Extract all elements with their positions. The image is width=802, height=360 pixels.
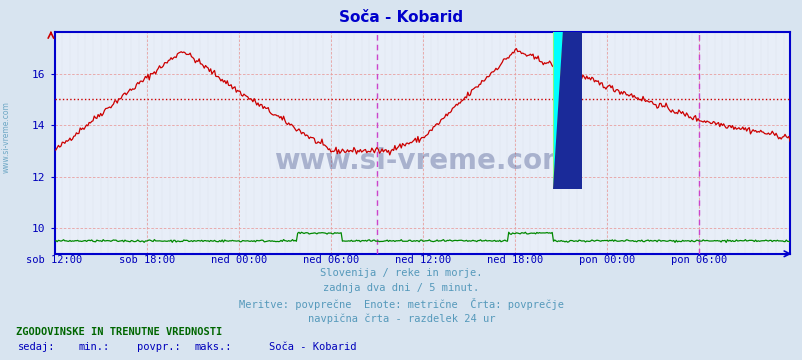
Text: www.si-vreme.com: www.si-vreme.com (2, 101, 11, 173)
Text: pon 00:00: pon 00:00 (578, 255, 634, 265)
Text: Slovenija / reke in morje.: Slovenija / reke in morje. (320, 268, 482, 278)
Text: Soča - Kobarid: Soča - Kobarid (339, 10, 463, 25)
Polygon shape (553, 0, 581, 189)
Text: min.:: min.: (79, 342, 110, 352)
Text: povpr.:: povpr.: (136, 342, 180, 352)
Polygon shape (553, 0, 581, 189)
Text: ned 06:00: ned 06:00 (302, 255, 358, 265)
Text: sob 18:00: sob 18:00 (119, 255, 175, 265)
Text: Soča - Kobarid: Soča - Kobarid (269, 342, 356, 352)
Text: Meritve: povprečne  Enote: metrične  Črta: povprečje: Meritve: povprečne Enote: metrične Črta:… (239, 298, 563, 310)
Text: ZGODOVINSKE IN TRENUTNE VREDNOSTI: ZGODOVINSKE IN TRENUTNE VREDNOSTI (16, 327, 222, 337)
Text: ned 18:00: ned 18:00 (486, 255, 543, 265)
Bar (553, 0, 581, 189)
Text: pon 06:00: pon 06:00 (670, 255, 727, 265)
Text: zadnja dva dni / 5 minut.: zadnja dva dni / 5 minut. (323, 283, 479, 293)
Text: navpična črta - razdelek 24 ur: navpična črta - razdelek 24 ur (307, 314, 495, 324)
Text: ned 12:00: ned 12:00 (395, 255, 451, 265)
Text: sedaj:: sedaj: (18, 342, 55, 352)
Text: ned 00:00: ned 00:00 (210, 255, 266, 265)
Text: maks.:: maks.: (194, 342, 232, 352)
Text: sob 12:00: sob 12:00 (26, 255, 83, 265)
Text: www.si-vreme.com: www.si-vreme.com (273, 147, 570, 175)
